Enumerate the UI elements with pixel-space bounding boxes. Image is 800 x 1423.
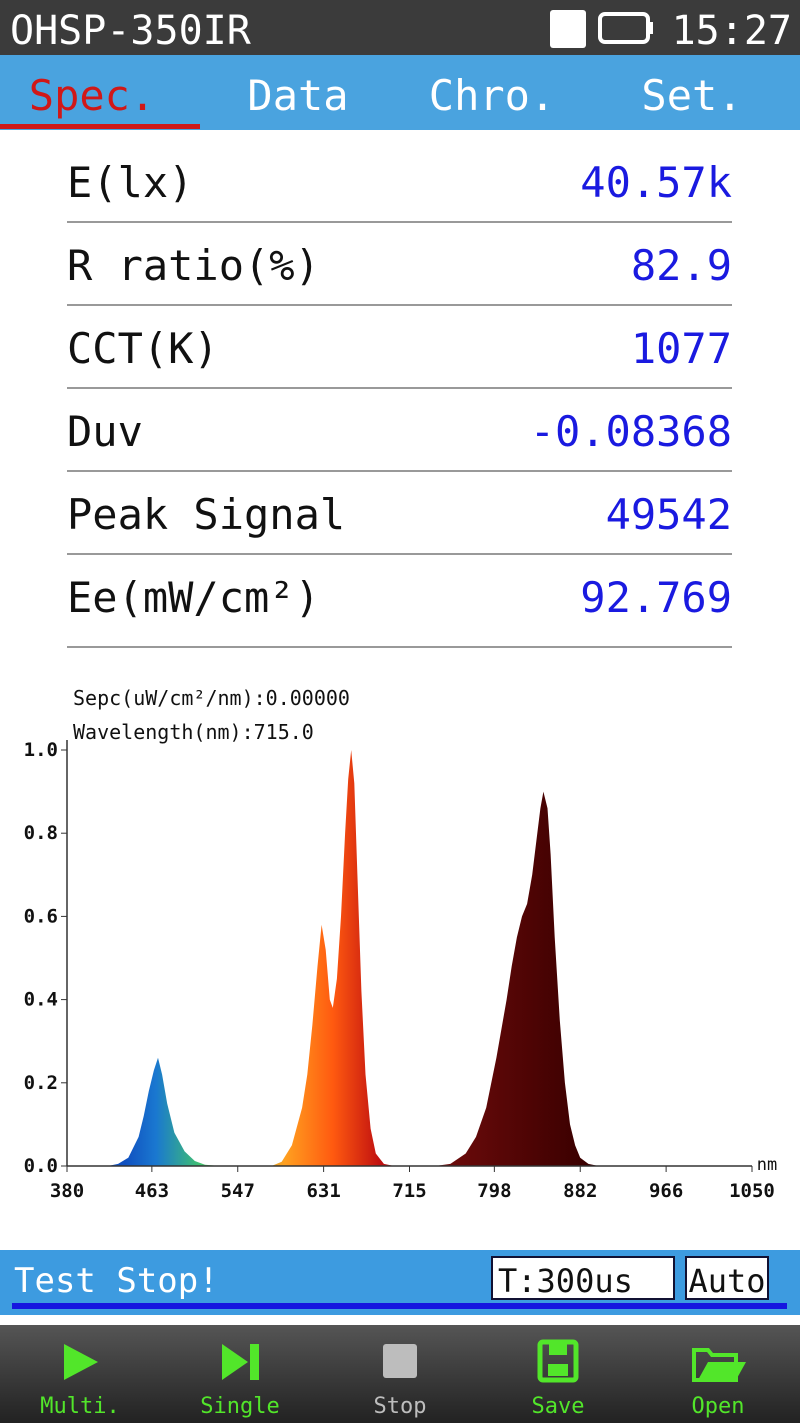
- x-tick-label: 631: [306, 1180, 340, 1202]
- tab[interactable]: Spec.: [29, 71, 155, 120]
- x-unit: nm: [757, 1155, 777, 1175]
- measure-value: 40.57k: [580, 158, 732, 207]
- y-tick-label: 0.8: [24, 822, 58, 844]
- x-tick-label: 1050: [729, 1180, 775, 1202]
- button-icon[interactable]: [692, 1348, 746, 1382]
- status-message: Test Stop!: [14, 1261, 219, 1301]
- tab[interactable]: Data: [247, 71, 348, 120]
- y-tick-label: 1.0: [24, 739, 58, 761]
- spectrum-chart: Sepc(uW/cm²/nm):0.00000 Wavelength(nm):71…: [24, 686, 778, 1202]
- measure-label: CCT(K): [67, 324, 219, 373]
- tab[interactable]: Chro.: [429, 71, 555, 120]
- measure-label: Duv: [67, 407, 143, 456]
- sd-icon: [550, 10, 586, 48]
- measure-label: R ratio(%): [67, 241, 320, 290]
- measure-value: -0.08368: [530, 407, 732, 456]
- x-tick-label: 463: [135, 1180, 169, 1202]
- cursor-readout: Sepc(uW/cm²/nm):0.00000: [73, 686, 350, 710]
- toolbar-button[interactable]: Single: [200, 1344, 280, 1419]
- buttons: Multi. Single Stop Save Open: [40, 1339, 746, 1419]
- tab-bar: [0, 55, 800, 130]
- button-label[interactable]: Single: [200, 1394, 279, 1419]
- measure-label: Ee(mW/cm²): [67, 573, 320, 622]
- toolbar-button[interactable]: Stop: [374, 1344, 427, 1419]
- measure-value: 49542: [606, 490, 732, 539]
- x-tick-label: 966: [649, 1180, 683, 1202]
- x-tick-label: 547: [221, 1180, 255, 1202]
- y-tick-label: 0.0: [24, 1155, 58, 1177]
- button-label[interactable]: Save: [532, 1394, 585, 1419]
- button-icon[interactable]: [383, 1344, 417, 1378]
- y-tick-label: 0.6: [24, 905, 58, 927]
- spectrum-area: [67, 750, 752, 1166]
- measure-value: 1077: [631, 324, 732, 373]
- x-tick-label: 715: [392, 1180, 426, 1202]
- measure-label: E(lx): [67, 158, 193, 207]
- measure-value: 82.9: [631, 241, 732, 290]
- tabs: Spec. Data Chro. Set.: [29, 71, 743, 120]
- icon-shape: [549, 1344, 567, 1355]
- cursor-readout: Wavelength(nm):715.0: [73, 720, 314, 744]
- x-tick-label: 380: [50, 1180, 84, 1202]
- device-title: OHSP-350IR: [10, 8, 252, 54]
- status-bar: [0, 0, 800, 55]
- icon-shape: [548, 1364, 568, 1376]
- time-box: [491, 1256, 675, 1300]
- x-tick-label: 798: [477, 1180, 511, 1202]
- x-tick-label: 882: [563, 1180, 597, 1202]
- icon-shape: [537, 1339, 579, 1383]
- icon-shape: [64, 1344, 98, 1380]
- icon-shape: [698, 1362, 746, 1380]
- clock: 15:27: [672, 8, 792, 54]
- icon-shape: [383, 1344, 417, 1378]
- mode[interactable]: Auto: [688, 1262, 765, 1300]
- measure-label: Peak Signal: [67, 490, 345, 539]
- toolbar-button[interactable]: Multi.: [40, 1344, 120, 1419]
- measurements: E(lx) 40.57k R ratio(%) 82.9 CCT(K) 1077 Duv -0…: [67, 158, 732, 648]
- integration-time: T:300us: [498, 1262, 633, 1300]
- button-label[interactable]: Multi.: [40, 1394, 119, 1419]
- button-label[interactable]: Open: [692, 1394, 745, 1419]
- y-tick-label: 0.4: [24, 989, 58, 1011]
- button-icon[interactable]: [64, 1344, 98, 1380]
- icon-shape: [692, 1348, 738, 1382]
- button-label[interactable]: Stop: [374, 1394, 427, 1419]
- toolbar-button[interactable]: Save: [532, 1339, 585, 1419]
- button-icon[interactable]: [222, 1344, 259, 1380]
- tab-indicator: [0, 124, 200, 129]
- progress-line: [12, 1303, 787, 1309]
- tab[interactable]: Set.: [641, 71, 742, 120]
- y-tick-label: 0.2: [24, 1072, 58, 1094]
- battery-tip: [648, 22, 653, 34]
- button-icon[interactable]: [537, 1339, 579, 1383]
- icon-shape: [250, 1344, 259, 1380]
- icon-shape: [222, 1344, 248, 1380]
- toolbar-button[interactable]: Open: [692, 1348, 746, 1419]
- measure-value: 92.769: [580, 573, 732, 622]
- mode-box[interactable]: [685, 1256, 769, 1300]
